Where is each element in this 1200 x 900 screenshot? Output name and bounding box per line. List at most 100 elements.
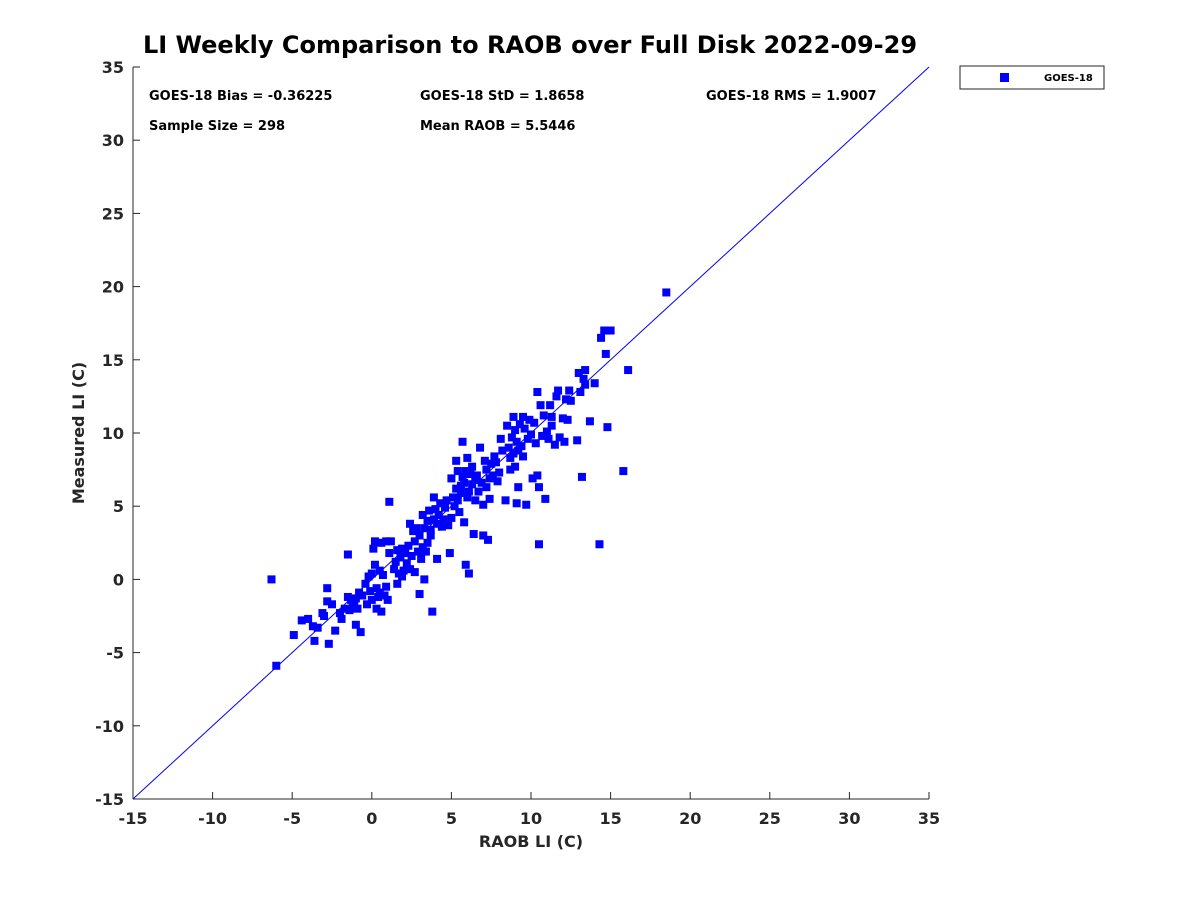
data-point <box>662 288 671 297</box>
data-point <box>460 518 469 527</box>
data-point <box>566 396 575 405</box>
data-point <box>426 525 435 534</box>
data-point <box>390 565 399 574</box>
x-tick-label: -5 <box>283 809 301 828</box>
data-point <box>456 489 465 498</box>
data-point <box>520 424 529 433</box>
data-point <box>511 462 520 471</box>
data-point <box>386 537 395 546</box>
y-tick-label: 10 <box>102 424 124 443</box>
data-point <box>420 524 429 533</box>
data-point <box>577 472 586 481</box>
data-point <box>503 421 512 430</box>
data-point <box>581 380 590 389</box>
x-tick-label: 10 <box>520 809 542 828</box>
data-point <box>406 519 415 528</box>
data-point <box>574 368 583 377</box>
data-point <box>331 626 340 635</box>
data-point <box>484 535 493 544</box>
data-point <box>433 519 442 528</box>
data-point <box>442 496 451 505</box>
data-point <box>383 595 392 604</box>
data-point <box>402 559 411 568</box>
data-point <box>479 500 488 509</box>
data-point <box>562 395 571 404</box>
data-point <box>441 503 450 512</box>
data-point <box>624 366 633 375</box>
data-point <box>539 411 548 420</box>
data-point <box>367 569 376 578</box>
data-point <box>579 374 588 383</box>
data-point <box>534 483 543 492</box>
data-point <box>418 543 427 552</box>
data-point <box>464 569 473 578</box>
data-point <box>506 453 515 462</box>
data-point <box>382 537 391 546</box>
data-point <box>527 430 535 439</box>
data-point <box>337 614 346 623</box>
legend-entry-goes-18: GOES-18 <box>1044 73 1093 84</box>
legend: GOES-18 <box>959 65 1105 90</box>
data-point <box>452 484 461 493</box>
x-tick-label: -10 <box>198 809 227 828</box>
data-point <box>320 612 329 620</box>
data-point <box>429 493 438 502</box>
data-point <box>515 420 524 429</box>
data-point <box>404 541 413 550</box>
data-point <box>335 609 344 618</box>
data-point <box>385 549 394 558</box>
data-point <box>546 401 555 410</box>
data-point <box>547 412 556 421</box>
data-point <box>393 579 402 588</box>
data-point <box>544 434 553 443</box>
data-point <box>600 326 609 335</box>
data-point <box>372 604 381 613</box>
data-point <box>595 540 604 549</box>
y-tick-label: 15 <box>102 351 124 370</box>
data-point <box>466 469 475 478</box>
y-tick-label: -5 <box>106 644 124 663</box>
data-point <box>601 349 610 358</box>
data-point <box>452 456 461 465</box>
y-tick-label: -10 <box>95 717 124 736</box>
data-point <box>444 521 453 530</box>
data-point <box>453 467 462 476</box>
data-point <box>308 622 317 631</box>
data-point <box>619 467 628 476</box>
data-point <box>573 436 582 445</box>
data-point <box>482 465 491 474</box>
data-point <box>509 412 518 421</box>
data-point <box>340 604 349 613</box>
x-tick-label: 35 <box>918 809 940 828</box>
data-point <box>495 468 504 477</box>
data-point <box>370 560 379 569</box>
data-point <box>415 590 424 599</box>
data-point <box>463 453 472 462</box>
data-point <box>453 496 462 505</box>
data-point <box>356 628 365 637</box>
data-point <box>380 591 389 600</box>
std-annotation: GOES-18 StD = 1.8658 <box>420 89 584 104</box>
mean-raob-annotation: Mean RAOB = 5.5446 <box>420 119 575 134</box>
data-point <box>507 433 516 442</box>
data-point <box>399 566 408 575</box>
data-point <box>367 595 376 604</box>
data-point <box>415 531 424 540</box>
data-point <box>304 614 313 623</box>
data-point <box>477 478 486 487</box>
data-point <box>523 434 532 443</box>
data-point <box>552 392 561 401</box>
data-point <box>533 471 542 480</box>
data-point <box>585 417 594 426</box>
data-point <box>433 554 442 563</box>
data-point <box>514 483 523 492</box>
data-point <box>421 547 430 556</box>
data-point <box>448 493 457 502</box>
data-point <box>530 418 539 427</box>
data-point <box>436 499 445 508</box>
data-point <box>488 471 497 480</box>
data-point <box>533 388 542 397</box>
rms-annotation: GOES-18 RMS = 1.9007 <box>706 89 876 104</box>
data-point <box>512 499 521 508</box>
